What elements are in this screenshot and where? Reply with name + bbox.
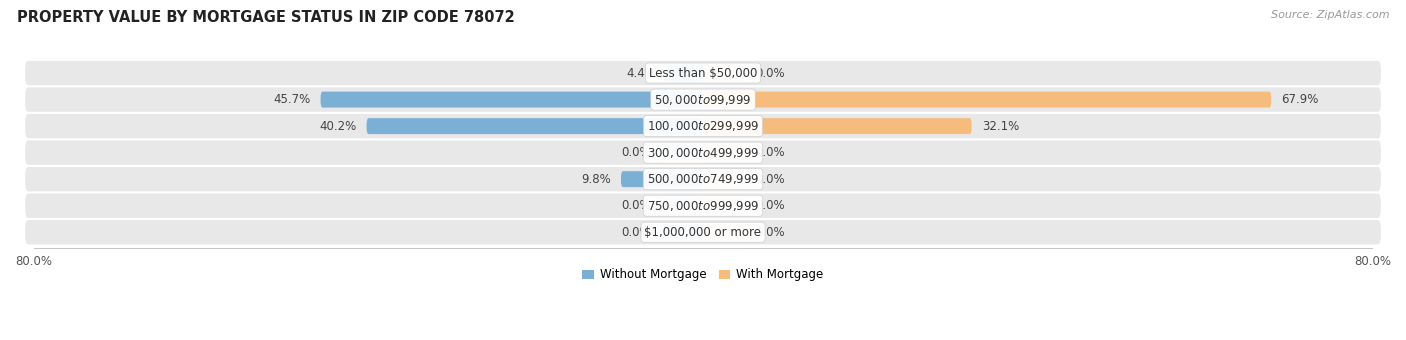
Text: $50,000 to $99,999: $50,000 to $99,999 [654, 92, 752, 106]
FancyBboxPatch shape [703, 198, 745, 214]
FancyBboxPatch shape [666, 65, 703, 81]
Text: 32.1%: 32.1% [981, 120, 1019, 133]
FancyBboxPatch shape [703, 145, 745, 160]
FancyBboxPatch shape [661, 198, 703, 214]
Text: Less than $50,000: Less than $50,000 [648, 67, 758, 80]
Text: 0.0%: 0.0% [755, 146, 785, 159]
FancyBboxPatch shape [703, 118, 972, 134]
FancyBboxPatch shape [321, 91, 703, 107]
Text: PROPERTY VALUE BY MORTGAGE STATUS IN ZIP CODE 78072: PROPERTY VALUE BY MORTGAGE STATUS IN ZIP… [17, 10, 515, 25]
Text: 40.2%: 40.2% [319, 120, 357, 133]
Text: $100,000 to $299,999: $100,000 to $299,999 [647, 119, 759, 133]
Text: $750,000 to $999,999: $750,000 to $999,999 [647, 199, 759, 213]
FancyBboxPatch shape [621, 171, 703, 187]
FancyBboxPatch shape [703, 224, 745, 240]
FancyBboxPatch shape [25, 167, 1381, 191]
Text: $1,000,000 or more: $1,000,000 or more [644, 226, 762, 239]
Text: $300,000 to $499,999: $300,000 to $499,999 [647, 146, 759, 160]
FancyBboxPatch shape [661, 145, 703, 160]
FancyBboxPatch shape [703, 91, 1271, 107]
Text: 0.0%: 0.0% [755, 226, 785, 239]
FancyBboxPatch shape [703, 65, 745, 81]
FancyBboxPatch shape [25, 220, 1381, 244]
Text: 0.0%: 0.0% [755, 173, 785, 186]
Text: 0.0%: 0.0% [621, 146, 651, 159]
FancyBboxPatch shape [25, 193, 1381, 218]
FancyBboxPatch shape [25, 114, 1381, 138]
FancyBboxPatch shape [25, 61, 1381, 85]
FancyBboxPatch shape [25, 140, 1381, 165]
Text: Source: ZipAtlas.com: Source: ZipAtlas.com [1271, 10, 1389, 20]
Text: $500,000 to $749,999: $500,000 to $749,999 [647, 172, 759, 186]
Text: 0.0%: 0.0% [755, 199, 785, 212]
FancyBboxPatch shape [703, 171, 745, 187]
Text: 4.4%: 4.4% [626, 67, 657, 80]
FancyBboxPatch shape [25, 87, 1381, 112]
Text: 0.0%: 0.0% [621, 199, 651, 212]
FancyBboxPatch shape [367, 118, 703, 134]
Text: 67.9%: 67.9% [1281, 93, 1319, 106]
Text: 45.7%: 45.7% [273, 93, 311, 106]
Text: 9.8%: 9.8% [581, 173, 612, 186]
Text: 0.0%: 0.0% [755, 67, 785, 80]
FancyBboxPatch shape [661, 224, 703, 240]
Legend: Without Mortgage, With Mortgage: Without Mortgage, With Mortgage [578, 264, 828, 286]
Text: 0.0%: 0.0% [621, 226, 651, 239]
